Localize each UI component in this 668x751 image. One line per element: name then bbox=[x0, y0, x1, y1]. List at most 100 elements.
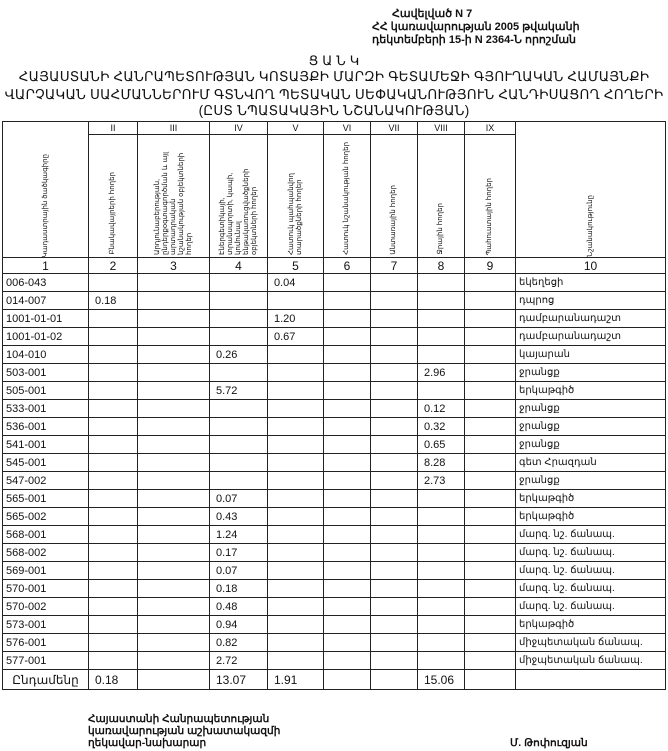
total-value bbox=[515, 669, 666, 690]
area-value bbox=[323, 579, 371, 598]
area-value bbox=[464, 561, 516, 580]
document-title-line2: ՎԱՐՉԱԿԱՆ ՍԱՀՄԱՆՆԵՐՈՒՄ ԳՏՆՎՈՂ ՊԵՏԱԿԱՆ ՍԵՓ… bbox=[4, 87, 664, 102]
area-value bbox=[209, 273, 268, 292]
land-purpose: ջրանցք bbox=[515, 363, 666, 382]
area-value bbox=[417, 309, 465, 328]
roman-numeral: IV bbox=[209, 121, 268, 135]
table-row: 545-001 8.28 գետ Հրազդան bbox=[2, 453, 666, 472]
area-value bbox=[370, 291, 418, 310]
area-value bbox=[88, 417, 138, 436]
area-value bbox=[323, 507, 371, 526]
table-row: 576-001 0.82 միջպետական ճանապ. bbox=[2, 633, 666, 652]
land-purpose: երկաթգիծ bbox=[515, 507, 666, 526]
area-value bbox=[267, 345, 324, 364]
area-value bbox=[417, 489, 465, 508]
area-value bbox=[417, 381, 465, 400]
area-value bbox=[464, 615, 516, 634]
area-value bbox=[267, 543, 324, 562]
table-row: 577-001 2.72 միջպետական ճանապ. bbox=[2, 651, 666, 670]
area-value bbox=[323, 597, 371, 616]
footer-line2: կառավարության աշխատակազմի bbox=[88, 725, 281, 737]
area-value bbox=[137, 633, 210, 652]
cadastral-code: 573-001 bbox=[2, 615, 89, 634]
roman-numeral: V bbox=[267, 121, 324, 135]
land-purpose: միջպետական ճանապ. bbox=[515, 651, 666, 670]
column-header-label: Անտառային հողեր bbox=[390, 185, 397, 255]
area-value bbox=[323, 543, 371, 562]
cadastral-code: 505-001 bbox=[2, 381, 89, 400]
land-purpose: մարզ. նշ. ճանապ. bbox=[515, 543, 666, 562]
cadastral-code: 545-001 bbox=[2, 453, 89, 472]
table-row: 565-002 0.43 երկաթգիծ bbox=[2, 507, 666, 526]
column-number: 1 bbox=[2, 257, 89, 274]
area-value bbox=[267, 399, 324, 418]
table-row: 533-001 0.12 ջրանցք bbox=[2, 399, 666, 418]
area-value bbox=[323, 471, 371, 490]
table-row: 541-001 0.65 ջրանցք bbox=[2, 435, 666, 454]
area-value bbox=[370, 381, 418, 400]
cadastral-code: 536-001 bbox=[2, 417, 89, 436]
area-value bbox=[370, 561, 418, 580]
area-value bbox=[137, 453, 210, 472]
area-value bbox=[88, 309, 138, 328]
area-value bbox=[464, 525, 516, 544]
area-value bbox=[137, 399, 210, 418]
area-value bbox=[267, 507, 324, 526]
area-value: 2.96 bbox=[417, 363, 465, 382]
column-header-label: Հատուկ պահպանվող տարածքների հողեր bbox=[287, 173, 303, 255]
cadastral-code: 006-043 bbox=[2, 273, 89, 292]
table-row: 568-002 0.17 մարզ. նշ. ճանապ. bbox=[2, 543, 666, 562]
area-value bbox=[464, 471, 516, 490]
area-value bbox=[88, 345, 138, 364]
column-header: Կադաստրային ծածկագիրը bbox=[2, 121, 89, 258]
area-value bbox=[88, 399, 138, 418]
area-value bbox=[267, 417, 324, 436]
area-value bbox=[88, 363, 138, 382]
table-row: 536-001 0.32 ջրանցք bbox=[2, 417, 666, 436]
area-value bbox=[137, 489, 210, 508]
area-value bbox=[137, 507, 210, 526]
table-row: 570-001 0.18 մարզ. նշ. ճանապ. bbox=[2, 579, 666, 598]
annex-reference: Հավելված N 7 ՀՀ կառավարության 2005 թվակա… bbox=[372, 8, 580, 47]
roman-numeral: VII bbox=[370, 121, 418, 135]
area-value bbox=[370, 579, 418, 598]
column-header: Նշանակությունը bbox=[515, 121, 666, 258]
area-value bbox=[88, 543, 138, 562]
area-value bbox=[417, 345, 465, 364]
area-value bbox=[417, 615, 465, 634]
table-row: 569-001 0.07 մարզ. նշ. ճանապ. bbox=[2, 561, 666, 580]
area-value bbox=[137, 417, 210, 436]
area-value bbox=[137, 273, 210, 292]
document-title-line1: ՀԱՅԱՍՏԱՆԻ ՀԱՆՐԱՊԵՏՈՒԹՅԱՆ ԿՈՏԱՅՔԻ ՄԱՐԶԻ Գ… bbox=[18, 69, 650, 84]
area-value bbox=[370, 309, 418, 328]
table-row: 503-001 2.96 ջրանցք bbox=[2, 363, 666, 382]
table-row: 568-001 1.24 մարզ. նշ. ճանապ. bbox=[2, 525, 666, 544]
land-purpose: երկաթգիծ bbox=[515, 615, 666, 634]
land-purpose: դամբարանադաշտ bbox=[515, 327, 666, 346]
area-value bbox=[464, 597, 516, 616]
footer-line3: ղեկավար-նախարար bbox=[88, 737, 207, 749]
area-value bbox=[88, 327, 138, 346]
column-header: Էներգետիկայի, տրանսպորտի, կապի, կոմունալ… bbox=[209, 134, 268, 258]
area-value bbox=[464, 651, 516, 670]
column-number: 10 bbox=[515, 257, 666, 274]
area-value bbox=[323, 363, 371, 382]
column-number: 3 bbox=[137, 257, 210, 274]
area-value bbox=[209, 291, 268, 310]
table-row: 565-001 0.07 երկաթգիծ bbox=[2, 489, 666, 508]
land-purpose: գետ Հրազդան bbox=[515, 453, 666, 472]
area-value bbox=[417, 291, 465, 310]
area-value bbox=[323, 327, 371, 346]
total-label: Ընդամենը bbox=[2, 669, 89, 690]
area-value bbox=[323, 273, 371, 292]
column-header: Պահուստային հողեր bbox=[464, 134, 516, 258]
total-value: 15.06 bbox=[417, 669, 465, 690]
area-value bbox=[88, 453, 138, 472]
area-value: 0.48 bbox=[209, 597, 268, 616]
signatory-name: Մ. Թոփուզյան bbox=[510, 737, 588, 749]
land-purpose: երկաթգիծ bbox=[515, 381, 666, 400]
area-value bbox=[267, 471, 324, 490]
area-value bbox=[370, 435, 418, 454]
annex-decree-line: ՀՀ կառավարության 2005 թվականի bbox=[372, 21, 580, 33]
total-value bbox=[370, 669, 418, 690]
